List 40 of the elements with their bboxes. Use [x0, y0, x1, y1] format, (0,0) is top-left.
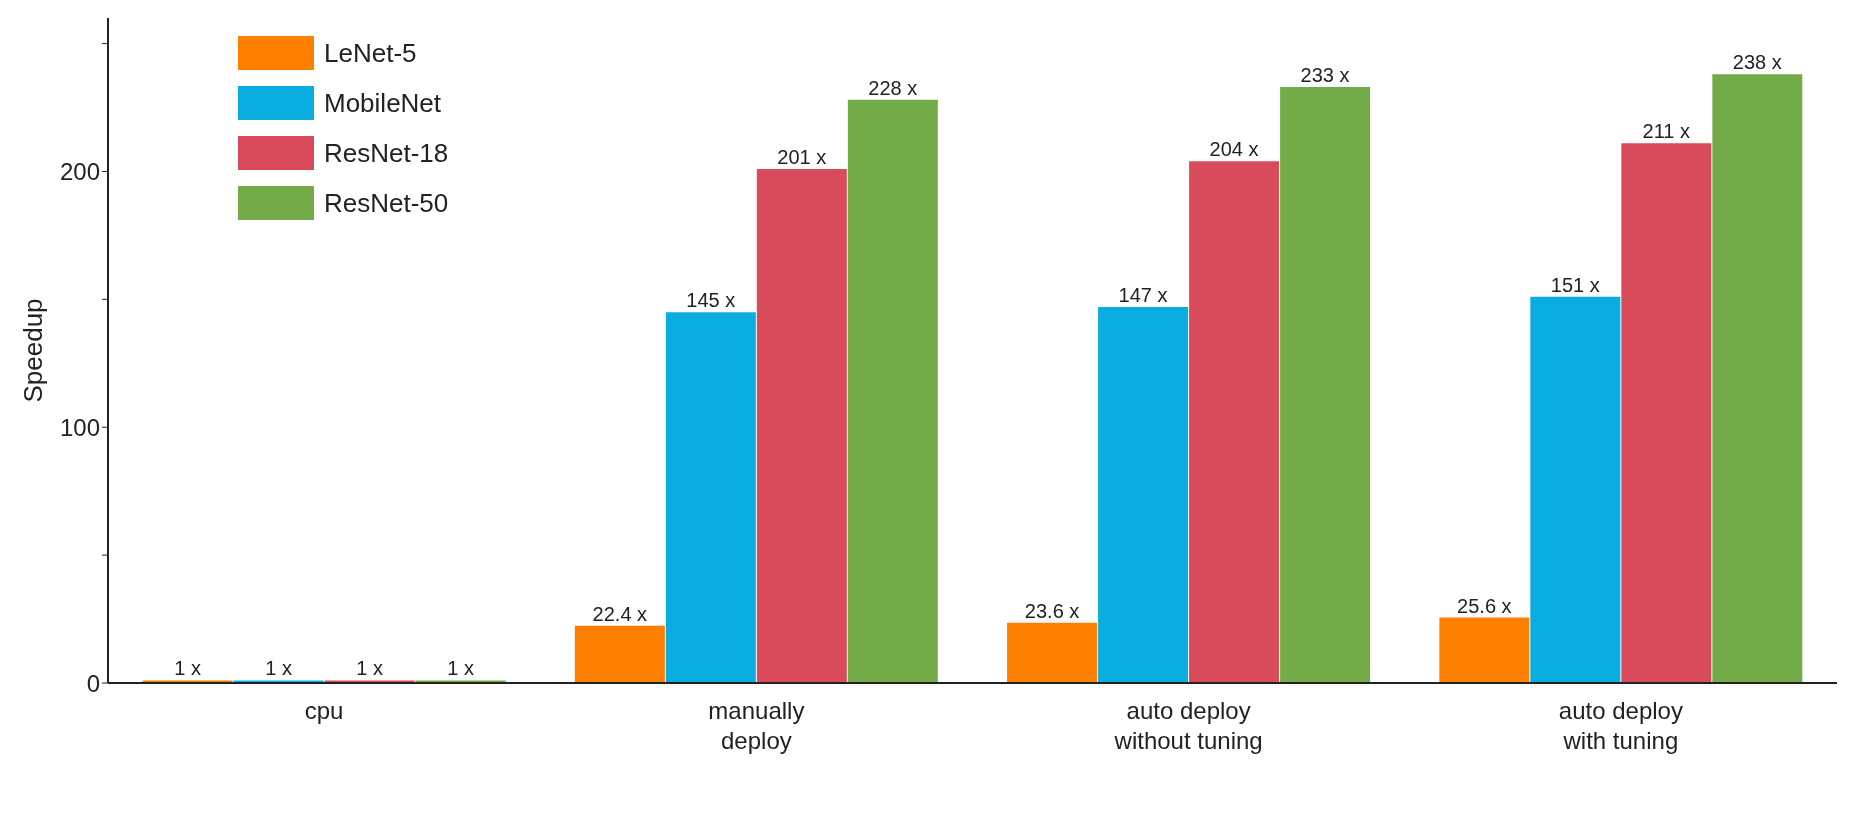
bar — [1007, 622, 1098, 683]
data-label: 151 x — [1550, 273, 1600, 296]
data-label: 1 x — [265, 657, 292, 680]
data-label: 147 x — [1118, 284, 1168, 307]
bar — [1439, 617, 1530, 683]
x-tick-label: manually deploy — [708, 697, 805, 754]
bar — [1621, 143, 1712, 683]
x-tick-label: auto deploy with tuning — [1558, 697, 1683, 754]
bar — [1530, 296, 1621, 683]
data-label: 228 x — [868, 76, 918, 99]
data-label: 145 x — [686, 289, 736, 312]
data-label: 25.6 x — [1457, 594, 1512, 617]
data-label: 1 x — [356, 657, 383, 680]
bar — [1189, 161, 1280, 683]
data-label: 211 x — [1642, 120, 1691, 143]
y-tick-label: 100 — [59, 413, 100, 441]
legend-label: MobileNet — [324, 87, 442, 119]
data-label: 1 x — [174, 657, 201, 680]
x-tick-label: cpu — [304, 697, 344, 724]
bar — [1712, 74, 1803, 683]
bar — [847, 99, 938, 683]
legend-label: ResNet-18 — [324, 137, 449, 169]
legend-label: LeNet-5 — [324, 37, 417, 69]
legend-label: ResNet-50 — [324, 187, 449, 219]
data-label: 204 x — [1209, 138, 1259, 161]
x-tick-label: auto deploy without tuning — [1113, 697, 1263, 754]
data-label: 233 x — [1300, 64, 1350, 87]
data-label: 22.4 x — [592, 602, 648, 625]
bar — [1098, 307, 1189, 683]
data-label: 1 x — [447, 657, 474, 680]
bar — [574, 625, 665, 683]
bar — [1280, 87, 1371, 683]
bar — [665, 312, 756, 683]
y-axis-title: Speedup — [18, 298, 49, 403]
y-tick-label: 0 — [86, 669, 100, 697]
data-label: 238 x — [1732, 51, 1782, 74]
y-tick-label: 200 — [59, 157, 100, 185]
data-label: 201 x — [777, 145, 827, 168]
data-label: 23.6 x — [1024, 599, 1080, 622]
bar — [756, 168, 847, 683]
